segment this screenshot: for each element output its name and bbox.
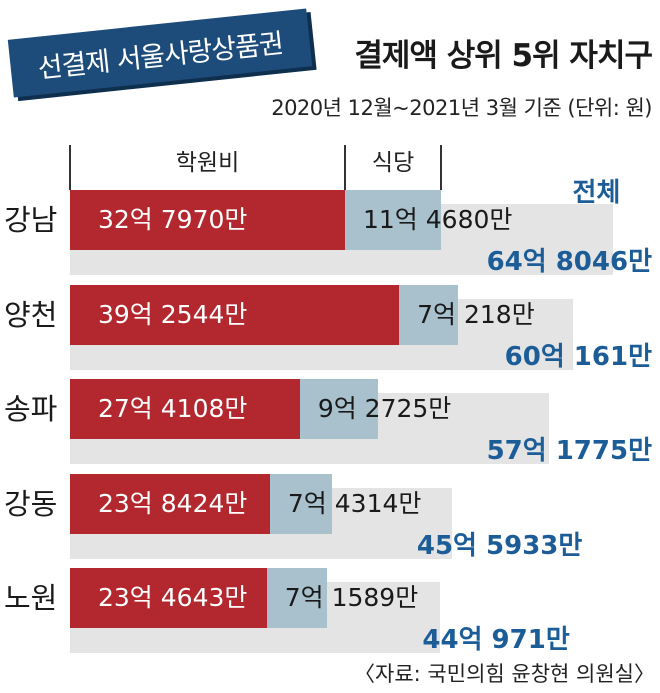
academy-fee-bar <box>70 473 270 534</box>
column-header-academy-fee: 학원비 <box>175 150 240 176</box>
header-divider <box>69 145 71 190</box>
restaurant-bar <box>345 190 442 250</box>
academy-fee-bar <box>70 284 400 345</box>
category-label: 강남 <box>4 203 58 237</box>
category-label: 노원 <box>4 581 58 615</box>
total-value-label: 60억 161만 <box>504 341 652 372</box>
academy-fee-bar <box>70 379 300 439</box>
academy-fee-value-label: 27억 4108만 <box>98 394 248 423</box>
column-header-restaurant: 식당 <box>371 150 415 176</box>
restaurant-bar <box>399 284 459 345</box>
total-value-label: 57억 1775만 <box>486 436 652 466</box>
category-label: 양천 <box>4 297 58 332</box>
chart-subtitle: 2020년 12월~2021년 3월 기준 (단위: 원) <box>271 96 652 120</box>
total-value-label: 64억 8046만 <box>486 247 652 277</box>
restaurant-value-label: 9억 2725만 <box>317 394 452 423</box>
academy-fee-value-label: 32억 7970만 <box>98 205 248 234</box>
restaurant-value-label: 11억 4680만 <box>363 205 513 234</box>
academy-fee-value-label: 23억 4643만 <box>98 583 248 612</box>
restaurant-value-label: 7억 1589만 <box>284 583 419 612</box>
chart-title: 결제액 상위 5위 자치구 <box>354 38 653 74</box>
total-value-label: 44억 971만 <box>422 625 570 655</box>
restaurant-bar <box>299 379 378 439</box>
academy-fee-value-label: 39억 2544만 <box>98 299 248 329</box>
source-note: 〈자료: 국민의힘 윤창현 의원실〉 <box>354 662 655 686</box>
academy-fee-bar <box>70 568 267 628</box>
restaurant-bar <box>266 568 327 628</box>
restaurant-bar <box>269 473 333 534</box>
restaurant-value-label: 7억 218만 <box>417 299 535 329</box>
academy-fee-bar <box>70 190 345 250</box>
total-value-label: 45억 5933만 <box>416 530 583 561</box>
category-label: 송파 <box>4 392 58 426</box>
column-header-total: 전체 <box>572 178 621 208</box>
header-divider <box>344 145 346 190</box>
restaurant-value-label: 7억 4314만 <box>287 488 422 518</box>
category-label: 강동 <box>4 486 58 521</box>
academy-fee-value-label: 23억 8424만 <box>98 488 248 518</box>
header-divider <box>440 145 443 190</box>
